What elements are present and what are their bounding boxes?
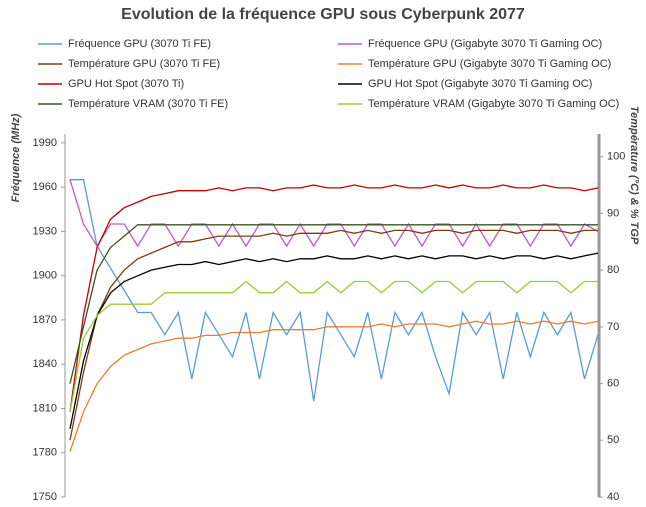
y2-axis-label: Température (°C) & % TGP — [628, 106, 640, 245]
chart-title: Evolution de la fréquence GPU sous Cyber… — [121, 6, 525, 23]
legend-label: GPU Hot Spot (Gigabyte 3070 Ti Gaming OC… — [368, 78, 592, 90]
series-line — [70, 179, 599, 402]
y2-tick-label: 50 — [607, 434, 619, 446]
y2-tick-label: 40 — [607, 491, 619, 503]
series-line — [69, 229, 598, 441]
y-tick-label: 1750 — [33, 491, 57, 503]
series-line — [69, 280, 598, 413]
y-axis-label: Fréquence (MHz) — [10, 113, 22, 202]
y-tick-label: 1780 — [33, 447, 57, 459]
y-tick-label: 1990 — [33, 137, 57, 149]
y-tick-label: 1870 — [33, 314, 57, 326]
legend-label: Température GPU (Gigabyte 3070 Ti Gaming… — [368, 58, 611, 70]
legend-label: Fréquence GPU (3070 Ti FE) — [68, 38, 211, 50]
y2-tick-label: 100 — [607, 151, 625, 163]
y-tick-label: 1900 — [33, 270, 57, 282]
legend-label: Température GPU (3070 Ti FE) — [68, 58, 220, 70]
y-tick-label: 1960 — [33, 181, 57, 193]
series-line — [69, 184, 599, 412]
series-line — [69, 320, 599, 452]
legend-label: Température VRAM (Gigabyte 3070 Ti Gamin… — [368, 98, 619, 110]
series-line — [69, 252, 599, 430]
legend-label: Température VRAM (3070 Ti FE) — [68, 98, 228, 110]
y2-tick-label: 70 — [607, 321, 619, 333]
legend-label: GPU Hot Spot (3070 Ti) — [68, 78, 184, 90]
y2-tick-label: 80 — [607, 264, 619, 276]
legend-label: Fréquence GPU (Gigabyte 3070 Ti Gaming O… — [368, 38, 602, 50]
y-tick-label: 1840 — [33, 358, 57, 370]
y-tick-label: 1810 — [33, 402, 57, 414]
series-line — [69, 224, 598, 384]
y2-tick-label: 90 — [607, 207, 619, 219]
y2-tick-label: 60 — [607, 377, 619, 389]
series-line — [69, 179, 599, 248]
y-tick-label: 1930 — [33, 225, 57, 237]
